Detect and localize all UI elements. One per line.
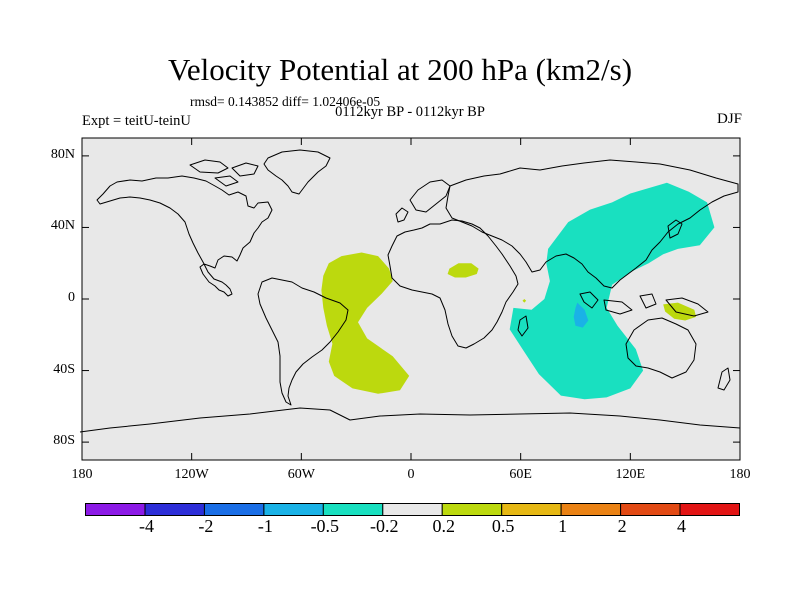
colorbar-swatch — [679, 503, 740, 516]
region-africa-dot — [522, 299, 527, 303]
map-content — [79, 138, 741, 460]
lon-label: 180 — [71, 467, 93, 482]
region-africa-positive — [447, 263, 479, 278]
colorbar-swatch — [441, 503, 503, 516]
colorbar-swatch — [560, 503, 622, 516]
coast-arctic-islands — [189, 159, 259, 187]
colorbar-label: 0.5 — [491, 516, 515, 536]
colorbar — [85, 503, 740, 516]
colorbar-label: -0.2 — [370, 516, 399, 536]
coast-new-zealand — [717, 367, 731, 391]
lat-label: 80N — [50, 146, 75, 162]
chart-title: Velocity Potential at 200 hPa (km2/s) — [167, 52, 633, 87]
colorbar-label: -2 — [198, 516, 214, 536]
experiment-label: Expt = teitU-teinU — [82, 113, 191, 129]
coast-eurasia — [445, 159, 739, 289]
colorbar-swatch — [620, 503, 681, 516]
subtitle: 0112kyr BP - 0112kyr BP — [335, 104, 485, 120]
coast-north-america — [96, 175, 273, 297]
coast-europe-africa — [387, 219, 519, 349]
coast-antarctica — [79, 407, 741, 433]
coast-south-america — [257, 277, 349, 406]
coast-japan — [667, 219, 683, 239]
coast-greenland — [263, 149, 331, 195]
colorbar-swatch — [263, 503, 324, 516]
lon-label: 60E — [509, 467, 532, 482]
lon-label: 120W — [174, 467, 209, 482]
lon-label: 120E — [615, 467, 646, 482]
lon-label: 60W — [287, 467, 315, 482]
region-indo-pacific-negative — [509, 182, 715, 400]
colorbar-swatch — [144, 503, 205, 516]
colorbar-swatches — [85, 503, 740, 516]
colorbar-swatch — [382, 503, 443, 516]
coast-british-isles — [395, 179, 451, 223]
colorbar-swatch — [501, 503, 562, 516]
lat-label: 40N — [50, 218, 75, 234]
colorbar-swatch — [322, 503, 384, 516]
lon-label: 0 — [407, 467, 415, 482]
colorbar-swatch — [203, 503, 265, 516]
map-background — [82, 138, 740, 460]
colorbar-label: 2 — [617, 516, 627, 536]
coast-madagascar — [517, 315, 529, 337]
axis-ticks — [81, 138, 741, 460]
season-label: DJF — [716, 111, 742, 127]
coast-maritime-continent — [579, 291, 709, 317]
stats-line: rmsd= 0.143852 diff= 1.02406e-05 — [190, 94, 381, 109]
colorbar-label: 1 — [558, 516, 568, 536]
coast-australia — [625, 317, 697, 379]
colorbar-label: -1 — [257, 516, 273, 536]
region-indian-ocean-core — [573, 302, 589, 328]
lon-label: 180 — [729, 467, 751, 482]
region-atlantic-positive — [321, 252, 410, 394]
colorbar-label: 4 — [677, 516, 687, 536]
lat-label: 0 — [68, 290, 75, 305]
colorbar-swatch — [85, 503, 146, 516]
colorbar-label: -0.5 — [310, 516, 340, 536]
lat-label: 80S — [53, 433, 75, 449]
colorbar-label: -4 — [138, 516, 154, 536]
lat-label: 40S — [53, 361, 75, 377]
colorbar-label: 0.2 — [432, 516, 455, 536]
coastlines — [79, 149, 741, 433]
